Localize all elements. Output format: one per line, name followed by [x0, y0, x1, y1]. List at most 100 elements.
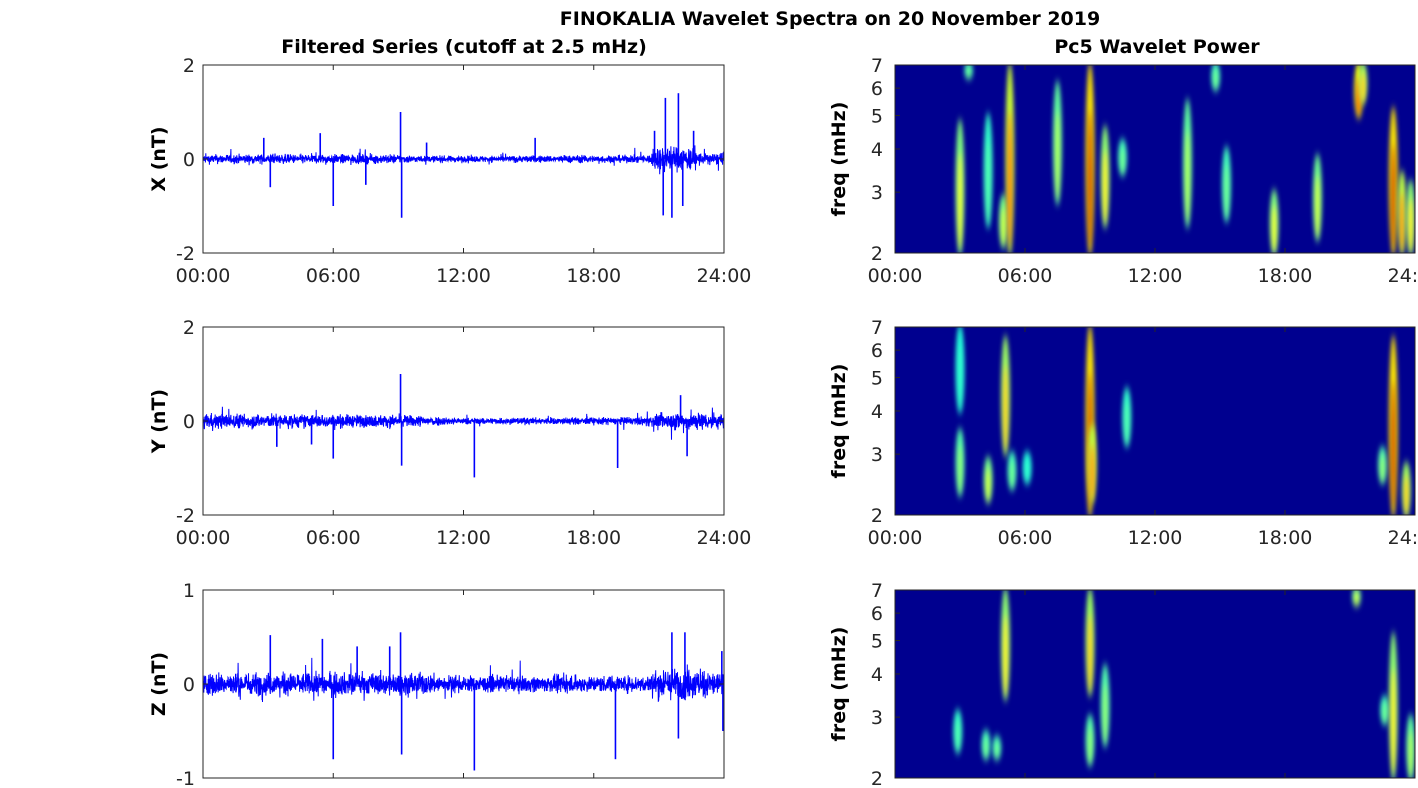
power-core	[1120, 148, 1125, 175]
power-core	[1055, 111, 1060, 200]
wavelet-power-blob	[955, 118, 965, 253]
wavelet-power-blob	[981, 729, 991, 761]
series-line	[203, 406, 724, 440]
power-core	[1391, 668, 1396, 774]
y-tick-label: 7	[871, 317, 883, 339]
wavelet-power-blob	[1053, 80, 1062, 206]
heatmap-background	[895, 327, 1415, 515]
wavelet-power-blob	[983, 456, 993, 504]
power-core	[985, 141, 991, 223]
y-tick-label: 3	[871, 707, 883, 729]
wavelet-power-blob	[983, 112, 993, 229]
wavelet-power-blob	[1183, 98, 1192, 229]
series-panel-1: -2 0 2 00:00 06:00 12:00 18:00 24:00 X (nT)	[148, 55, 751, 287]
x-tick-label: 00:00	[868, 527, 923, 549]
y-tick-label: 0	[183, 674, 195, 696]
y-tick-label: 5	[871, 630, 883, 652]
x-tick-label: 00:00	[176, 265, 231, 287]
y-tick-label: 1	[183, 580, 195, 602]
y-tick-label: -2	[176, 243, 195, 265]
y-tick-label: -1	[176, 768, 195, 788]
wavelet-power-blob	[1406, 714, 1415, 778]
power-core	[1404, 475, 1409, 515]
power-core	[1003, 365, 1008, 452]
wavelet-power-blob	[1100, 125, 1110, 229]
x-tick-label: 18:00	[1258, 527, 1313, 549]
y-tick-label: 0	[183, 149, 195, 171]
power-core	[955, 720, 961, 752]
wavelet-power-blob	[953, 709, 963, 754]
y-axis-label: Z (nT)	[148, 652, 170, 716]
wavelet-power-blob	[1358, 65, 1368, 105]
wavelet-power-blob	[1269, 189, 1279, 253]
x-tick-label: 00:00	[868, 265, 923, 287]
wavelet-power-blob	[1085, 65, 1095, 253]
power-core	[1024, 459, 1030, 483]
wavelet-power-blob	[955, 428, 965, 498]
wavelet-power-blob	[1022, 451, 1032, 485]
heat-panel-2: 2 3 4 5 67 00:00 06:00 12:00 18:00 24:00 freq (mHz…	[828, 317, 1418, 549]
wavelet-power-blob	[1380, 695, 1390, 726]
wavelet-power-blob	[1122, 387, 1132, 448]
power-core	[1271, 205, 1277, 253]
power-core	[1001, 207, 1006, 246]
heatmap-events	[953, 590, 1415, 778]
x-tick-label: 18:00	[566, 265, 621, 287]
power-core	[1224, 165, 1229, 219]
x-tick-label: 24:00	[697, 527, 752, 549]
wavelet-power-blob	[1388, 335, 1398, 515]
y-tick-label: 6	[871, 603, 883, 625]
power-core	[966, 66, 971, 79]
power-core	[957, 152, 963, 250]
y-axis-label: Y (nT)	[148, 389, 170, 454]
wavelet-power-blob	[1007, 451, 1017, 491]
x-tick-label: 06:00	[998, 265, 1053, 287]
power-core	[1009, 461, 1015, 489]
power-core	[1185, 130, 1190, 223]
y-tick-label: 6	[871, 78, 883, 100]
power-core	[1408, 730, 1413, 778]
heatmap-background	[895, 590, 1415, 778]
wavelet-power-blob	[1087, 423, 1097, 504]
y-tick-label: 4	[871, 139, 883, 161]
heatmap-events	[955, 65, 1415, 253]
power-core	[1354, 591, 1359, 606]
right-column-title: Pc5 Wavelet Power	[1054, 36, 1260, 58]
y-tick-label: 3	[871, 444, 883, 466]
heatmap-background	[895, 65, 1415, 253]
power-core	[1382, 702, 1387, 724]
x-tick-label: 12:00	[1128, 527, 1183, 549]
power-core	[1391, 143, 1396, 249]
wavelet-power-blob	[1397, 170, 1407, 253]
y-tick-label: 2	[871, 243, 883, 265]
power-core	[1007, 110, 1013, 247]
x-tick-label: 12:00	[436, 527, 491, 549]
y-tick-label: 2	[871, 505, 883, 527]
wavelet-power-blob	[1085, 714, 1095, 767]
wavelet-power-blob	[1001, 335, 1010, 458]
heat-panel-3: 2 3 4 5 67 freq (mHz)	[828, 580, 1416, 788]
power-core	[1360, 72, 1366, 103]
wavelet-power-blob	[1313, 153, 1322, 242]
y-tick-label: 4	[871, 664, 883, 686]
wavelet-power-blob	[1085, 590, 1095, 698]
wavelet-power-blob	[964, 65, 974, 80]
power-core	[983, 737, 989, 759]
heat-panel-1: 2 3 4 5 67 00:00 06:00 12:00 18:00 24:00 freq (mHz…	[828, 55, 1418, 287]
left-column-title: Filtered Series (cutoff at 2.5 mHz)	[281, 36, 647, 58]
wavelet-power-blob	[1222, 145, 1231, 223]
x-tick-label: 18:00	[1258, 265, 1313, 287]
x-tick-label: 00:00	[176, 527, 231, 549]
wavelet-power-blob	[1406, 179, 1415, 253]
heatmap-events	[955, 327, 1411, 515]
power-core	[1087, 614, 1093, 692]
wavelet-power-blob	[1388, 631, 1398, 778]
x-tick-label: 18:00	[566, 527, 621, 549]
y-tick-label: 3	[871, 182, 883, 204]
series-line	[203, 657, 724, 703]
series-panel-2: -2 0 2 00:00 06:00 12:00 18:00 24:00 Y (nT)	[148, 317, 751, 549]
y-tick-label: 5	[871, 105, 883, 127]
y-tick-label: 2	[871, 768, 883, 788]
y-tick-label: 2	[183, 55, 195, 77]
power-core	[1087, 110, 1093, 247]
